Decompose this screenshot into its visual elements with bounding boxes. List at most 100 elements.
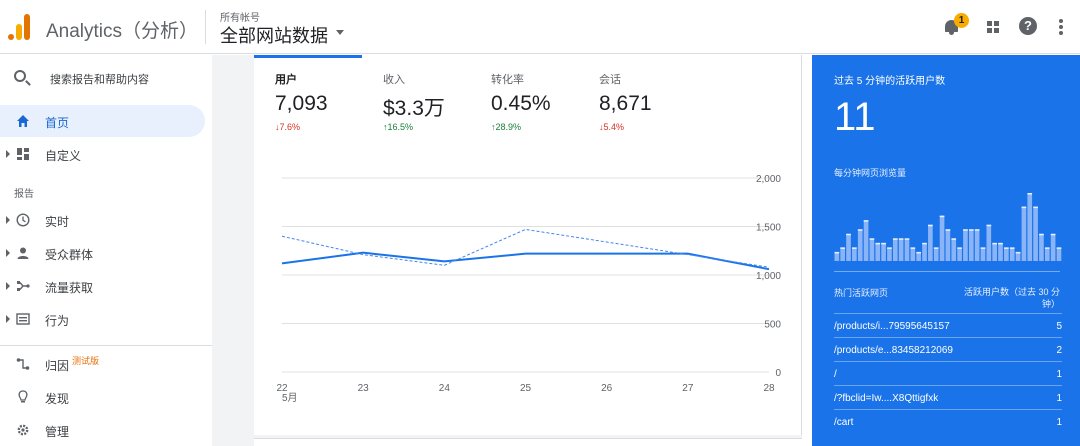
metric-label: 用户 (275, 74, 297, 86)
pageview-bar[interactable] (875, 242, 881, 261)
page-users: 1 (1056, 393, 1062, 404)
pageview-bar[interactable] (887, 247, 892, 261)
pageview-bar[interactable] (904, 238, 910, 261)
pageview-bar-cap (834, 251, 840, 254)
sidebar-item-customization[interactable]: 自定义 (0, 138, 205, 170)
x-month-label: 5月 (282, 392, 298, 404)
pageview-bar-cap (980, 247, 986, 249)
pageview-bar[interactable] (1004, 247, 1009, 261)
search-icon[interactable] (14, 70, 26, 82)
pageview-bar[interactable] (1015, 251, 1021, 261)
tab-users[interactable]: 用户 7,093 ↓7.6% (254, 55, 362, 145)
pageview-bar[interactable] (933, 247, 939, 261)
expand-arrow-icon[interactable] (6, 216, 10, 224)
pageview-bar[interactable] (1021, 206, 1027, 261)
sidebar-item-label: 归因 (45, 359, 70, 373)
series-line-users[interactable] (281, 251, 770, 271)
pageview-bar-cap (957, 247, 962, 249)
pageview-bar[interactable] (968, 229, 974, 261)
list-item[interactable]: /products/e...83458212069 2 (834, 337, 1062, 361)
metric-delta: ↑16.5% (383, 122, 414, 132)
pageview-bar[interactable] (846, 233, 851, 261)
pageview-bar[interactable] (1044, 247, 1050, 261)
pageview-bar[interactable] (1027, 193, 1033, 261)
pageview-bar[interactable] (840, 247, 845, 261)
pageview-bar[interactable] (998, 242, 1003, 261)
help-icon[interactable]: ? (1018, 16, 1040, 38)
series-line-comparison[interactable] (281, 228, 770, 268)
pageview-bar[interactable] (863, 220, 869, 261)
pageview-bar[interactable] (910, 247, 916, 261)
pageview-bar[interactable] (986, 224, 992, 261)
pageview-bar-cap (1039, 233, 1044, 236)
pageview-bar[interactable] (916, 251, 921, 261)
pageview-bar[interactable] (1039, 233, 1044, 261)
tab-sessions[interactable]: 会话 8,671 ↓5.4% (578, 55, 686, 145)
metric-delta: ↓5.4% (599, 122, 625, 132)
pageview-bar[interactable] (992, 242, 997, 261)
pageview-bar-cap (1009, 247, 1015, 249)
behavior-icon (16, 313, 30, 325)
sidebar-item-acquisition[interactable]: 流量获取 (0, 270, 205, 302)
sidebar-item-attribution[interactable]: 归因 测试版 (0, 348, 205, 380)
y-tick-label: 1,000 (756, 271, 781, 282)
analytics-logo-icon[interactable] (8, 14, 30, 40)
search-input[interactable]: 搜索报告和帮助内容 (50, 74, 149, 86)
expand-arrow-icon[interactable] (6, 315, 10, 323)
pageview-bar-cap (898, 238, 904, 240)
page-users: 1 (1056, 369, 1062, 380)
sidebar-item-behavior[interactable]: 行为 (0, 303, 205, 335)
list-item[interactable]: /cart 1 (834, 409, 1062, 433)
list-item[interactable]: /?fbclid=Iw....X8Qttigfxk 1 (834, 385, 1062, 409)
sidebar-item-realtime[interactable]: 实时 (0, 204, 205, 236)
list-item[interactable]: /products/i...79595645157 5 (834, 313, 1062, 337)
expand-arrow-icon[interactable] (6, 249, 10, 257)
users-line-chart: 2,000 1,500 1,000 500 0 22 23 24 25 26 27 28 5月 (276, 174, 781, 404)
pageview-bar[interactable] (939, 215, 945, 261)
pageview-bar[interactable] (951, 238, 957, 261)
list-item[interactable]: / 1 (834, 361, 1062, 385)
expand-arrow-icon[interactable] (6, 150, 10, 158)
more-vert-icon[interactable] (1054, 16, 1076, 38)
pageview-bar[interactable] (980, 247, 986, 261)
pageview-bar[interactable] (857, 229, 863, 261)
sidebar-item-home[interactable]: 首页 (0, 105, 205, 137)
pageview-bar[interactable] (881, 242, 886, 261)
pageview-bar[interactable] (957, 247, 962, 261)
x-tick-label: 22 (276, 383, 288, 394)
home-icon (17, 115, 29, 127)
x-tick-label: 23 (358, 383, 370, 394)
caret-down-icon[interactable] (336, 30, 344, 35)
tab-revenue[interactable]: 收入 $3.3万 ↑16.5% (362, 55, 470, 145)
sidebar-item-admin[interactable]: 管理 (0, 414, 205, 446)
tab-conversion-rate[interactable]: 转化率 0.45% ↑28.9% (470, 55, 578, 145)
pageview-bar[interactable] (963, 229, 968, 261)
pageview-bar-cap (840, 247, 845, 249)
expand-arrow-icon[interactable] (6, 282, 10, 290)
pageview-bar-cap (857, 229, 863, 231)
page-users: 2 (1056, 345, 1062, 356)
pageview-bar[interactable] (834, 251, 840, 261)
pageview-bar[interactable] (892, 238, 898, 261)
pageview-bar[interactable] (922, 242, 927, 261)
pageview-bar[interactable] (1009, 247, 1015, 261)
pageview-bar[interactable] (1056, 247, 1062, 261)
sidebar-item-discover[interactable]: 发现 (0, 381, 205, 413)
pageview-bar[interactable] (974, 229, 980, 261)
pageview-bar[interactable] (1033, 206, 1038, 261)
pageview-bar[interactable] (928, 224, 933, 261)
apps-grid-icon[interactable] (984, 16, 1006, 38)
overview-card: 用户 7,093 ↓7.6% 收入 $3.3万 ↑16.5% 转化率 0.45%… (254, 55, 802, 435)
search-row[interactable]: 搜索报告和帮助内容 (0, 63, 212, 93)
account-selector[interactable]: 全部网站数据 (220, 26, 328, 46)
pageview-bar[interactable] (852, 247, 857, 261)
realtime-panel[interactable]: 过去 5 分钟的活跃用户数 11 每分钟网页浏览量 热门活跃网页 活跃用户数（过… (812, 55, 1080, 446)
pageview-bar[interactable] (869, 238, 875, 261)
pageview-bar[interactable] (1050, 233, 1056, 261)
sidebar-item-label: 实时 (45, 215, 70, 229)
pageview-bar[interactable] (945, 229, 951, 261)
pageview-bar[interactable] (898, 238, 904, 261)
pageview-bar-cap (863, 220, 869, 222)
sidebar-item-audience[interactable]: 受众群体 (0, 237, 205, 269)
pageview-bar-cap (1004, 247, 1009, 249)
